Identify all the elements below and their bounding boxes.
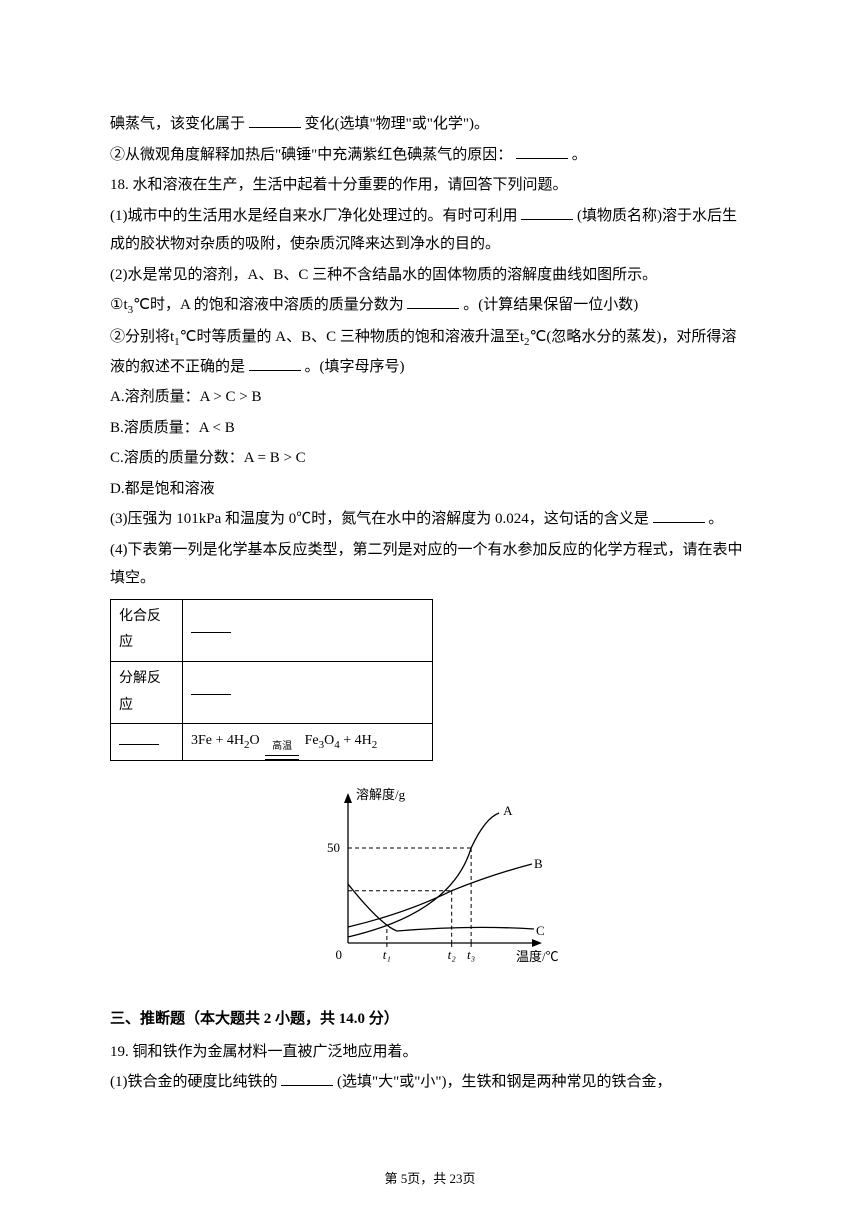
table-row: 化合反应 xyxy=(111,599,433,661)
blank-mass-fraction[interactable] xyxy=(407,294,459,309)
footer-text: 第 5页，共 23页 xyxy=(384,1171,475,1186)
text: (2)水是常见的溶剂，A、B、C 三种不含结晶水的固体物质的溶解度曲线如图所示。 xyxy=(110,267,657,283)
line-intro-2: ②从微观角度解释加热后"碘锤"中充满紫红色碘蒸气的原因： 。 xyxy=(110,141,750,170)
blank-hardness[interactable] xyxy=(281,1071,333,1086)
svg-text:溶解度/g: 溶解度/g xyxy=(356,787,406,802)
text: (3)压强为 101kPa 和温度为 0℃时，氮气在水中的溶解度为 0.024，… xyxy=(110,511,653,527)
cell-equation: 3Fe + 4H2O 高温 Fe3O4 + 4H2 xyxy=(183,724,433,761)
blank-incorrect-option[interactable] xyxy=(249,356,301,371)
line-intro-1: 碘蒸气，该变化属于 变化(选填"物理"或"化学")。 xyxy=(110,110,750,139)
equation-rhs1: Fe xyxy=(301,733,319,748)
equation-rhs2: O xyxy=(324,733,334,748)
svg-text:t₂: t₂ xyxy=(448,947,457,962)
text: A.溶剂质量：A > C > B xyxy=(110,389,262,405)
text: 19. 铜和铁作为金属材料一直被广泛地应用着。 xyxy=(110,1044,418,1060)
text: B.溶质质量：A < B xyxy=(110,420,235,436)
option-a: A.溶剂质量：A > C > B xyxy=(110,383,750,412)
text: (4)下表第一列是化学基本反应类型，第二列是对应的一个有水参加反应的化学方程式，… xyxy=(110,542,743,587)
option-d: D.都是饱和溶液 xyxy=(110,475,750,504)
text: ①t xyxy=(110,297,128,313)
reaction-table: 化合反应 分解反应 3Fe + 4H2O 高温 Fe3O4 + 4H2 xyxy=(110,599,433,761)
section-3-title: 三、推断题（本大题共 2 小题，共 14.0 分） xyxy=(110,1005,750,1034)
svg-text:温度/℃: 温度/℃ xyxy=(516,949,559,964)
text: 。 xyxy=(705,511,724,527)
svg-text:C: C xyxy=(536,923,545,938)
svg-text:50: 50 xyxy=(327,840,340,855)
question-18-4: (4)下表第一列是化学基本反应类型，第二列是对应的一个有水参加反应的化学方程式，… xyxy=(110,536,750,593)
text: (1)城市中的生活用水是经自来水厂净化处理过的。有时可利用 xyxy=(110,208,521,224)
table-row: 3Fe + 4H2O 高温 Fe3O4 + 4H2 xyxy=(111,724,433,761)
solubility-chart: 溶解度/g 温度/℃ 50 0 t₁ t₂ t₃ A B C xyxy=(110,781,750,982)
text: ②分别将t xyxy=(110,329,174,345)
cell-reaction-type-blank[interactable] xyxy=(111,724,183,761)
question-18-3: (3)压强为 101kPa 和温度为 0℃时，氮气在水中的溶解度为 0.024，… xyxy=(110,505,750,534)
svg-text:t₁: t₁ xyxy=(383,947,391,962)
chart-svg: 溶解度/g 温度/℃ 50 0 t₁ t₂ t₃ A B C xyxy=(300,781,560,971)
svg-text:t₃: t₃ xyxy=(467,947,475,962)
text: 。 xyxy=(568,147,587,163)
text: 三、推断题（本大题共 2 小题，共 14.0 分） xyxy=(110,1011,399,1027)
question-18-2-2: ②分别将t1℃时等质量的 A、B、C 三种物质的饱和溶液升温至t2℃(忽略水分的… xyxy=(110,323,750,381)
text: C.溶质的质量分数：A = B > C xyxy=(110,450,306,466)
option-b: B.溶质质量：A < B xyxy=(110,414,750,443)
equation-lhs1: 3Fe + 4H xyxy=(191,733,244,748)
table-row: 分解反应 xyxy=(111,661,433,723)
blank-substance-name[interactable] xyxy=(521,205,573,220)
svg-text:A: A xyxy=(503,803,513,818)
blank-micro-reason[interactable] xyxy=(516,144,568,159)
cell-combination-blank[interactable] xyxy=(183,599,433,661)
text: 18. 水和溶液在生产，生活中起着十分重要的作用，请回答下列问题。 xyxy=(110,177,568,193)
cell-combination-label: 化合反应 xyxy=(111,599,183,661)
condition-label: 高温 xyxy=(265,737,299,756)
text: ℃时等质量的 A、B、C 三种物质的饱和溶液升温至t xyxy=(180,329,524,345)
question-19-1: (1)铁合金的硬度比纯铁的 (选填"大"或"小")，生铁和钢是两种常见的铁合金， xyxy=(110,1068,750,1097)
svg-text:B: B xyxy=(534,856,543,871)
question-18: 18. 水和溶液在生产，生活中起着十分重要的作用，请回答下列问题。 xyxy=(110,171,750,200)
cell-decomposition-label: 分解反应 xyxy=(111,661,183,723)
text: 。(填字母序号) xyxy=(301,359,405,375)
text: 。(计算结果保留一位小数) xyxy=(459,297,638,313)
question-18-2: (2)水是常见的溶剂，A、B、C 三种不含结晶水的固体物质的溶解度曲线如图所示。 xyxy=(110,261,750,290)
text: D.都是饱和溶液 xyxy=(110,481,215,497)
text: 碘蒸气，该变化属于 xyxy=(110,116,249,132)
blank-decomposition[interactable] xyxy=(191,681,231,695)
text: ℃时，A 的饱和溶液中溶质的质量分数为 xyxy=(133,297,407,313)
text: (选填"大"或"小")，生铁和钢是两种常见的铁合金， xyxy=(333,1074,671,1090)
cell-decomposition-blank[interactable] xyxy=(183,661,433,723)
question-18-1: (1)城市中的生活用水是经自来水厂净化处理过的。有时可利用 (填物质名称)溶于水… xyxy=(110,202,750,259)
text: ②从微观角度解释加热后"碘锤"中充满紫红色碘蒸气的原因： xyxy=(110,147,516,163)
text: (1)铁合金的硬度比纯铁的 xyxy=(110,1074,281,1090)
text: 变化(选填"物理"或"化学")。 xyxy=(301,116,489,132)
equation-rhs3: + 4H xyxy=(340,733,372,748)
option-c: C.溶质的质量分数：A = B > C xyxy=(110,444,750,473)
equation-lhs2: O xyxy=(250,733,264,748)
page-footer: 第 5页，共 23页 xyxy=(0,1167,860,1192)
blank-physical-chemical[interactable] xyxy=(249,113,301,128)
blank-combination[interactable] xyxy=(191,619,231,633)
blank-meaning[interactable] xyxy=(653,508,705,523)
question-18-2-1: ①t3℃时，A 的饱和溶液中溶质的质量分数为 。(计算结果保留一位小数) xyxy=(110,291,750,321)
question-19: 19. 铜和铁作为金属材料一直被广泛地应用着。 xyxy=(110,1038,750,1067)
svg-text:0: 0 xyxy=(336,947,343,962)
blank-reaction-type[interactable] xyxy=(119,731,159,745)
